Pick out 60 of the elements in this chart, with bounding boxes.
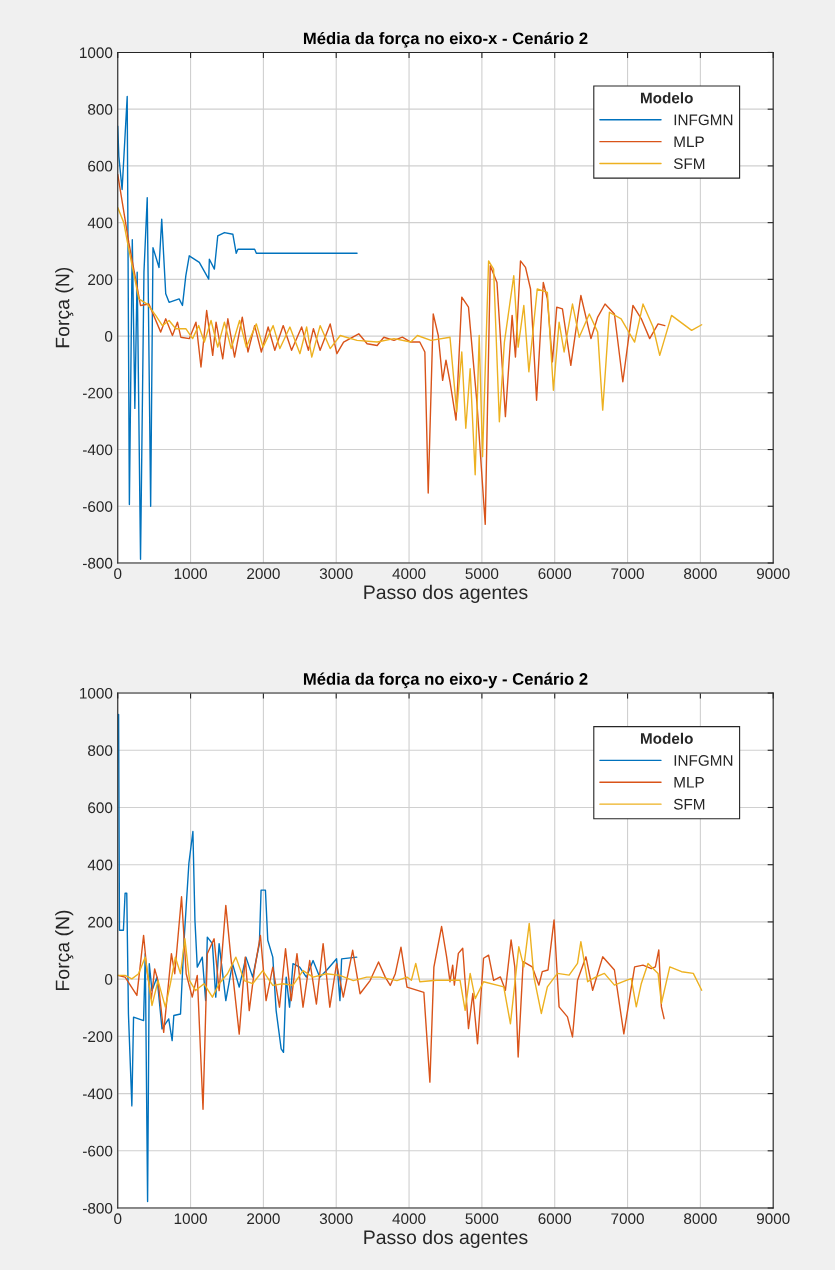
x-tick-label: 2000 <box>247 568 280 580</box>
x-tick-label: 6000 <box>538 1213 572 1225</box>
y-tick-label: 800 <box>88 104 113 115</box>
y-tick-label: 600 <box>88 802 113 814</box>
x-tick-label: 1000 <box>174 568 207 580</box>
x-tick-label: 9000 <box>756 1213 790 1225</box>
chart-title: Média da força no eixo-x - Cenário 2 <box>303 31 588 48</box>
x-tick-label: 9000 <box>756 568 790 580</box>
y-tick-label: 200 <box>88 274 113 286</box>
legend-title: Modelo <box>640 92 693 104</box>
y-tick-label: -200 <box>82 1031 113 1043</box>
y-tick-label: -800 <box>82 1202 113 1214</box>
x-tick-label: 4000 <box>392 1213 426 1225</box>
y-tick-label: 0 <box>104 974 113 985</box>
line-series <box>117 713 358 1203</box>
x-tick-label: 8000 <box>684 1213 717 1225</box>
x-tick-label: 1000 <box>174 1213 207 1225</box>
legend-label: INFGMN <box>674 755 733 766</box>
y-tick-label: 800 <box>88 745 113 756</box>
y-tick-label: 0 <box>104 330 113 342</box>
line-series <box>117 922 703 1025</box>
legend-label: INFGMN <box>674 114 733 126</box>
y-tick-label: 200 <box>88 916 113 928</box>
x-tick-label: 0 <box>114 568 122 580</box>
x-tick-label: 3000 <box>319 568 353 580</box>
x-tick-label: 7000 <box>611 568 644 580</box>
line-series <box>117 95 358 560</box>
x-tick-label: 5000 <box>465 1213 499 1225</box>
y-tick-label: -600 <box>82 501 113 512</box>
line-series <box>117 173 666 526</box>
y-axis-title: Força (N) <box>55 267 74 348</box>
legend-label: SFM <box>673 158 705 170</box>
x-tick-label: 4000 <box>392 568 426 580</box>
x-tick-label: 6000 <box>538 568 572 580</box>
legend-label: SFM <box>673 798 705 810</box>
y-tick-label: -200 <box>82 387 113 399</box>
y-tick-label: -400 <box>82 1088 113 1100</box>
y-tick-label: 600 <box>88 160 113 172</box>
x-tick-label: 2000 <box>247 1213 280 1225</box>
x-tick-label: 7000 <box>611 1213 644 1225</box>
legend-label: MLP <box>674 777 704 788</box>
y-tick-label: 400 <box>87 859 113 871</box>
x-tick-label: 0 <box>114 1213 122 1225</box>
y-tick-label: -400 <box>82 444 113 456</box>
x-axis-title: Passo dos agentes <box>364 584 528 603</box>
legend-label: MLP <box>674 136 704 148</box>
x-tick-label: 8000 <box>684 568 717 580</box>
y-axis-title: Força (N) <box>55 910 74 990</box>
y-tick-label: 1000 <box>80 47 113 59</box>
y-tick-label: 1000 <box>80 687 113 699</box>
chart-title: Média da força no eixo-y - Cenário 2 <box>303 672 588 689</box>
x-tick-label: 5000 <box>465 568 499 580</box>
line-series <box>117 206 703 476</box>
x-tick-label: 3000 <box>319 1213 353 1225</box>
y-tick-label: -600 <box>82 1145 113 1157</box>
line-series <box>117 896 665 1111</box>
x-axis-title: Passo dos agentes <box>364 1229 528 1249</box>
y-tick-label: -800 <box>82 557 113 569</box>
y-tick-label: 400 <box>87 217 113 229</box>
legend-title: Modelo <box>640 732 693 744</box>
